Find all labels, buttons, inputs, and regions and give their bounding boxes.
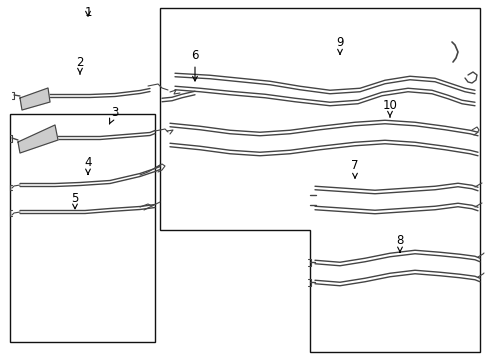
Text: 2: 2 [76,55,84,74]
Text: 8: 8 [396,234,404,252]
Text: 1: 1 [84,5,92,18]
Text: 10: 10 [383,99,397,117]
Text: 6: 6 [191,49,199,81]
Polygon shape [18,125,58,153]
Text: 5: 5 [72,192,79,209]
Polygon shape [20,88,50,110]
Bar [10,114,155,342]
Polygon shape [160,8,480,352]
Text: 7: 7 [351,158,359,178]
Text: 9: 9 [336,36,344,54]
Text: 4: 4 [84,156,92,174]
Text: 3: 3 [109,105,119,124]
